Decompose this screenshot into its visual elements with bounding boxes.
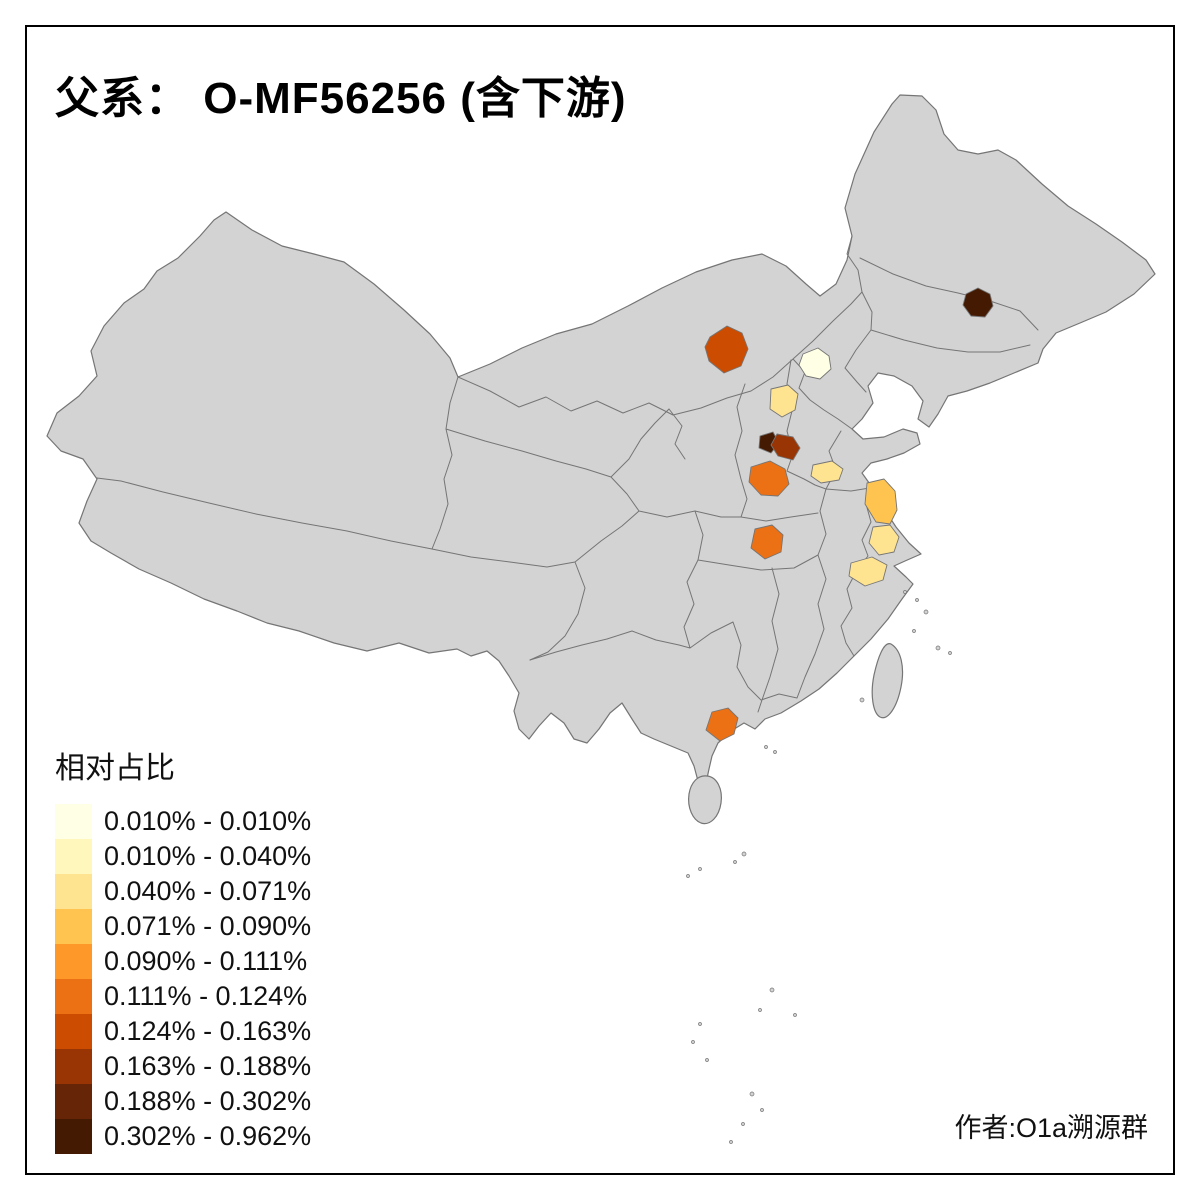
province-border-line-south: [529, 408, 877, 713]
legend-label: 0.188% - 0.302%: [104, 1086, 312, 1116]
region-northeast-dark-spot: [962, 287, 994, 318]
legend-swatch: [55, 874, 92, 909]
legend-title: 相对占比: [55, 752, 175, 785]
legend-label: 0.071% - 0.090%: [104, 911, 312, 941]
legend-swatch: [55, 1084, 92, 1119]
region-henan-east: [810, 460, 844, 484]
legend-item: 0.010% - 0.040%: [55, 839, 311, 874]
author-credit: 作者:O1a溯源群: [954, 1113, 1148, 1143]
legend-item: 0.188% - 0.302%: [55, 1084, 311, 1119]
legend-label: 0.163% - 0.188%: [104, 1051, 312, 1081]
region-beijing: [798, 347, 832, 380]
province-border-line-northeast: [844, 235, 1039, 393]
legend-item: 0.124% - 0.163%: [55, 1014, 311, 1049]
legend-label: 0.302% - 0.962%: [104, 1121, 312, 1151]
legend-swatch: [55, 1119, 92, 1154]
legend-label: 0.124% - 0.163%: [104, 1016, 312, 1046]
legend-item: 0.090% - 0.111%: [55, 944, 311, 979]
mainland-china-shape: [46, 94, 1156, 784]
region-zhejiang-north: [848, 556, 888, 587]
province-border-line-center: [694, 359, 877, 561]
region-shanxi-south: [748, 460, 790, 497]
legend-label: 0.010% - 0.040%: [104, 841, 312, 871]
region-guangxi: [705, 707, 739, 742]
legend-label: 0.040% - 0.071%: [104, 876, 312, 906]
legend: 相对占比 0.010% - 0.010% 0.010% - 0.040% 0.0…: [55, 743, 311, 1154]
legend-item: 0.163% - 0.188%: [55, 1049, 311, 1084]
hainan-island: [688, 775, 722, 825]
region-jiangsu-coast: [864, 478, 898, 525]
legend-item: 0.302% - 0.962%: [55, 1119, 311, 1154]
legend-label: 0.090% - 0.111%: [104, 946, 308, 976]
region-jiangsu-south: [868, 524, 900, 556]
small-islands: [686, 590, 952, 1144]
legend-item: 0.010% - 0.010%: [55, 804, 311, 839]
region-hebei: [769, 384, 799, 418]
legend-item: 0.071% - 0.090%: [55, 909, 311, 944]
legend-swatch: [55, 909, 92, 944]
legend-label: 0.111% - 0.124%: [104, 981, 308, 1011]
map-root: [46, 94, 1156, 1144]
map-title: 父系： O-MF56256 (含下游): [55, 74, 627, 123]
legend-swatch: [55, 1014, 92, 1049]
legend-swatch: [55, 839, 92, 874]
legend-items: 0.010% - 0.010% 0.010% - 0.040% 0.040% -…: [55, 804, 311, 1154]
region-hubei: [750, 524, 784, 560]
region-shanxi-dark-east: [770, 433, 801, 461]
legend-item: 0.111% - 0.124%: [55, 979, 311, 1014]
legend-swatch: [55, 804, 92, 839]
taiwan-island: [871, 643, 904, 719]
legend-swatch: [55, 979, 92, 1014]
region-inner-mongolia: [704, 325, 749, 374]
choropleth-regions: [704, 287, 994, 742]
legend-swatch: [55, 944, 92, 979]
legend-item: 0.040% - 0.071%: [55, 874, 311, 909]
legend-swatch: [55, 1049, 92, 1084]
legend-label: 0.010% - 0.010%: [104, 806, 312, 836]
province-borders: [96, 235, 1039, 713]
